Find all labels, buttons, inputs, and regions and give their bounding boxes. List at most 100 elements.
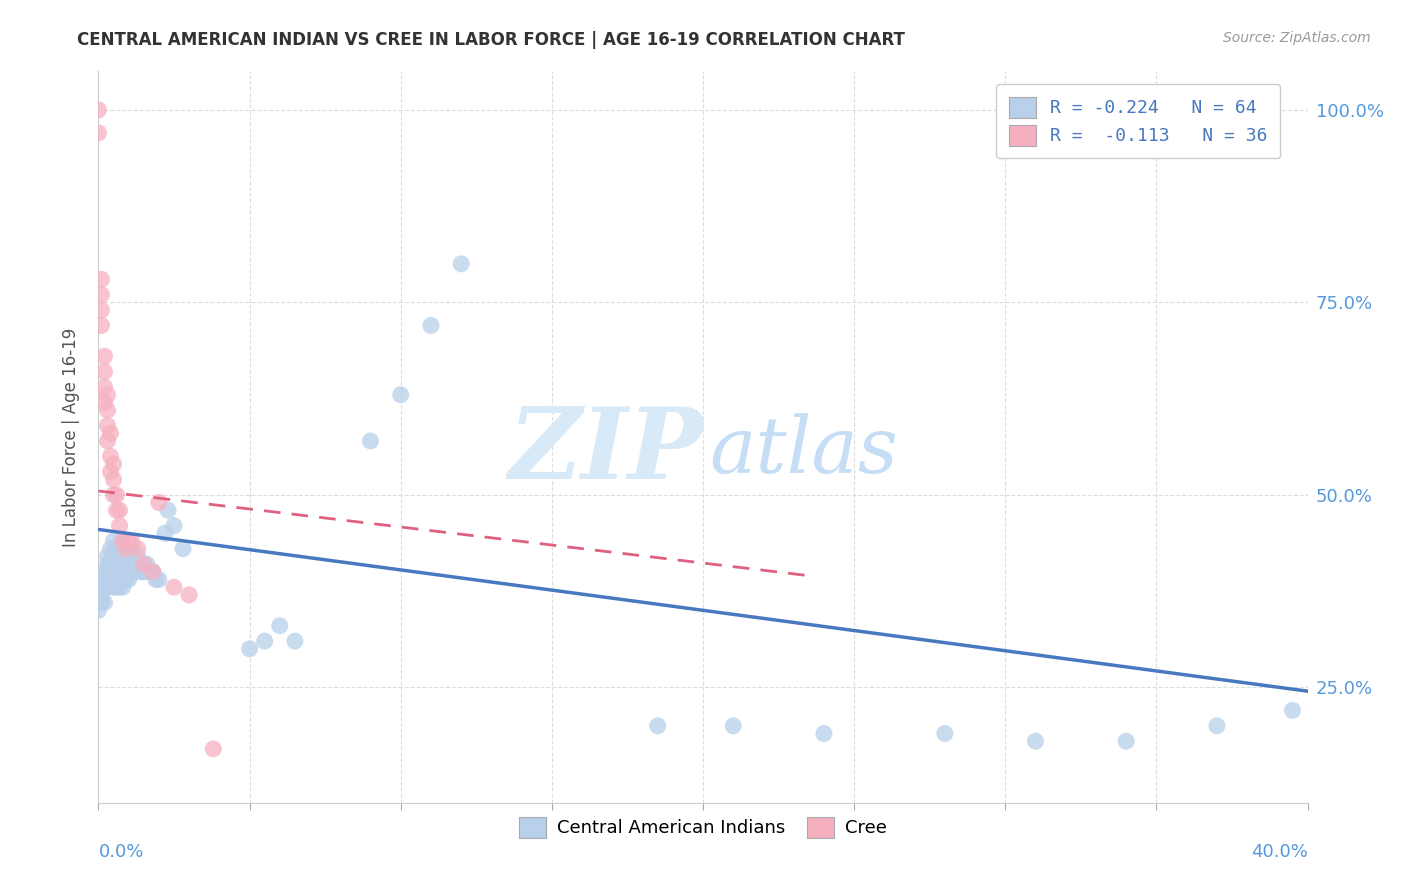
Point bbox=[103, 457, 125, 471]
Point bbox=[420, 318, 443, 333]
Point bbox=[90, 580, 112, 594]
Text: 0.0%: 0.0% bbox=[98, 843, 143, 861]
Point bbox=[105, 580, 128, 594]
Point bbox=[96, 557, 118, 571]
Point bbox=[1206, 719, 1229, 733]
Text: Source: ZipAtlas.com: Source: ZipAtlas.com bbox=[1223, 31, 1371, 45]
Point bbox=[172, 541, 194, 556]
Point bbox=[96, 434, 118, 448]
Point bbox=[93, 365, 115, 379]
Point bbox=[752, 811, 775, 825]
Point bbox=[96, 418, 118, 433]
Point bbox=[93, 573, 115, 587]
Point bbox=[100, 426, 122, 441]
Point bbox=[1115, 734, 1137, 748]
Point bbox=[96, 565, 118, 579]
Point bbox=[103, 488, 125, 502]
Point bbox=[96, 549, 118, 564]
Point bbox=[100, 565, 122, 579]
Point bbox=[127, 541, 149, 556]
Point bbox=[103, 580, 125, 594]
Point bbox=[108, 541, 131, 556]
Point bbox=[90, 596, 112, 610]
Point bbox=[142, 565, 165, 579]
Point bbox=[118, 573, 141, 587]
Point bbox=[103, 472, 125, 486]
Point bbox=[90, 272, 112, 286]
Point bbox=[93, 349, 115, 363]
Point bbox=[121, 565, 143, 579]
Point bbox=[121, 541, 143, 556]
Point bbox=[90, 588, 112, 602]
Point bbox=[105, 541, 128, 556]
Point bbox=[163, 518, 186, 533]
Y-axis label: In Labor Force | Age 16-19: In Labor Force | Age 16-19 bbox=[62, 327, 80, 547]
Point bbox=[114, 541, 136, 556]
Point bbox=[148, 495, 170, 509]
Point bbox=[179, 588, 201, 602]
Point bbox=[100, 465, 122, 479]
Point bbox=[723, 719, 745, 733]
Point bbox=[132, 557, 155, 571]
Point bbox=[93, 580, 115, 594]
Point bbox=[93, 565, 115, 579]
Point bbox=[87, 126, 110, 140]
Point bbox=[202, 742, 225, 756]
Point bbox=[105, 488, 128, 502]
Point bbox=[96, 388, 118, 402]
Point bbox=[132, 557, 155, 571]
Point bbox=[118, 549, 141, 564]
Point bbox=[87, 603, 110, 617]
Point bbox=[121, 534, 143, 549]
Point bbox=[132, 565, 155, 579]
Point bbox=[148, 573, 170, 587]
Point bbox=[103, 549, 125, 564]
Point bbox=[124, 565, 146, 579]
Point bbox=[111, 534, 134, 549]
Point bbox=[647, 719, 669, 733]
Point bbox=[934, 726, 956, 740]
Point bbox=[108, 518, 131, 533]
Point bbox=[269, 618, 291, 632]
Point bbox=[108, 565, 131, 579]
Point bbox=[96, 580, 118, 594]
Point bbox=[93, 395, 115, 409]
Point bbox=[100, 450, 122, 464]
Point bbox=[129, 565, 152, 579]
Text: 40.0%: 40.0% bbox=[1251, 843, 1308, 861]
Point bbox=[111, 557, 134, 571]
Point bbox=[127, 549, 149, 564]
Point bbox=[450, 257, 472, 271]
Point bbox=[105, 557, 128, 571]
Point bbox=[153, 526, 176, 541]
Point bbox=[103, 565, 125, 579]
Point bbox=[163, 580, 186, 594]
Point bbox=[108, 580, 131, 594]
Point bbox=[90, 287, 112, 301]
Point bbox=[139, 565, 162, 579]
Legend: Central American Indians, Cree: Central American Indians, Cree bbox=[512, 810, 894, 845]
Point bbox=[100, 541, 122, 556]
Point bbox=[93, 380, 115, 394]
Point bbox=[284, 634, 307, 648]
Point bbox=[145, 573, 167, 587]
Point bbox=[90, 318, 112, 333]
Point bbox=[253, 634, 276, 648]
Point bbox=[135, 557, 157, 571]
Point bbox=[114, 573, 136, 587]
Point bbox=[118, 534, 141, 549]
Point bbox=[111, 580, 134, 594]
Point bbox=[239, 641, 262, 656]
Point bbox=[108, 503, 131, 517]
Point bbox=[93, 596, 115, 610]
Text: CENTRAL AMERICAN INDIAN VS CREE IN LABOR FORCE | AGE 16-19 CORRELATION CHART: CENTRAL AMERICAN INDIAN VS CREE IN LABOR… bbox=[77, 31, 905, 49]
Point bbox=[87, 103, 110, 117]
Point bbox=[1024, 734, 1046, 748]
Text: atlas: atlas bbox=[709, 414, 898, 490]
Point bbox=[114, 549, 136, 564]
Text: ZIP: ZIP bbox=[508, 403, 703, 500]
Point bbox=[156, 503, 179, 517]
Point bbox=[360, 434, 382, 448]
Point bbox=[96, 403, 118, 417]
Point bbox=[105, 503, 128, 517]
